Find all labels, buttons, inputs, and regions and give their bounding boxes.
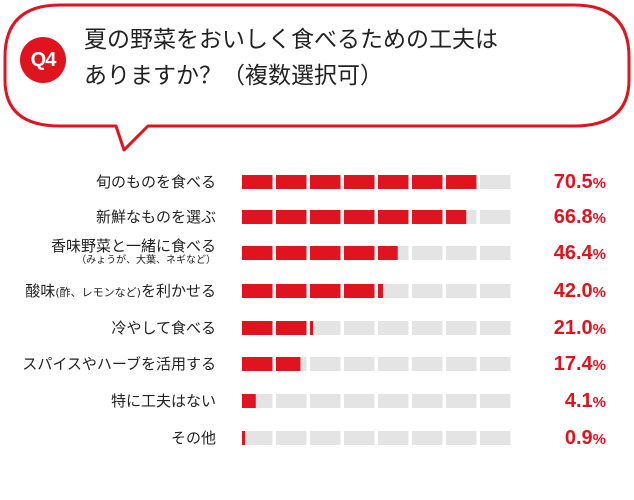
category-label: 香味野菜と一緒に食べる （みょうが、大葉、ネギなど） bbox=[50, 237, 216, 266]
value-label: 0.9% bbox=[564, 427, 606, 449]
bar-fill-segment bbox=[446, 175, 477, 189]
question-line-1: 夏の野菜をおいしく食べるための工夫は bbox=[84, 27, 498, 53]
category-label: 酸味(酢、レモンなど)を利かせる bbox=[25, 282, 216, 300]
bar-fill-segment bbox=[310, 321, 313, 335]
bar-fill-segment bbox=[446, 210, 467, 224]
bar-track-segment bbox=[412, 431, 443, 445]
bar-fill-segment bbox=[344, 175, 375, 189]
bar-track-segment bbox=[412, 246, 443, 260]
bar-track-segment bbox=[310, 394, 341, 408]
bar-track-segment bbox=[480, 321, 511, 335]
bar-track-segment bbox=[412, 394, 443, 408]
bar-fill-segment bbox=[242, 210, 273, 224]
value-label: 17.4% bbox=[553, 353, 606, 375]
speech-bubble-outline bbox=[3, 3, 631, 152]
bar-track-segment bbox=[242, 431, 273, 445]
value-label: 21.0% bbox=[553, 317, 606, 339]
value-label: 46.4% bbox=[553, 242, 606, 264]
bar-track-segment bbox=[310, 357, 341, 371]
value-label: 66.8% bbox=[553, 206, 606, 228]
bar-fill-segment bbox=[276, 357, 301, 371]
bar-track-segment bbox=[480, 431, 511, 445]
bar-fill-segment bbox=[412, 175, 443, 189]
bar-fill-segment bbox=[310, 210, 341, 224]
bar-track-segment bbox=[378, 357, 409, 371]
value-label: 4.1% bbox=[564, 390, 606, 412]
bar-track-segment bbox=[378, 321, 409, 335]
category-label: 旬のものを食べる bbox=[95, 173, 216, 191]
bar-fill-segment bbox=[412, 210, 443, 224]
bar-fill-segment bbox=[276, 321, 307, 335]
bar-track-segment bbox=[276, 394, 307, 408]
bar-fill-segment bbox=[242, 246, 273, 260]
bar-fill-segment bbox=[276, 246, 307, 260]
value-label: 70.5% bbox=[553, 171, 606, 193]
bar-fill-segment bbox=[242, 284, 273, 298]
category-label: その他 bbox=[170, 429, 216, 447]
bar-fill-segment bbox=[276, 284, 307, 298]
bar-track-segment bbox=[480, 246, 511, 260]
bar-track-segment bbox=[310, 431, 341, 445]
value-label: 42.0% bbox=[553, 280, 606, 302]
bar-track-segment bbox=[480, 284, 511, 298]
bar-track-segment bbox=[446, 321, 477, 335]
bar-track-segment bbox=[480, 175, 511, 189]
bars-svg bbox=[242, 175, 511, 445]
bar-fill-segment bbox=[344, 284, 375, 298]
bar-chart: 旬のものを食べる 70.5% 新鮮なものを選ぶ 66.8% 香味野菜と一緒に食べる （みょ… bbox=[0, 160, 634, 484]
bar-track-segment bbox=[412, 321, 443, 335]
bar-track-segment bbox=[446, 431, 477, 445]
bar-track-segment bbox=[310, 321, 341, 335]
question-line-2: ありますか？（複数選択可） bbox=[84, 63, 383, 89]
bar-track-segment bbox=[344, 321, 375, 335]
bar-track-segment bbox=[276, 431, 307, 445]
category-label: 冷やして食べる bbox=[111, 319, 216, 337]
bar-fill-segment bbox=[310, 246, 341, 260]
bar-fill-segment bbox=[378, 246, 398, 260]
bar-fill-segment bbox=[310, 284, 341, 298]
bar-fill-segment bbox=[378, 175, 409, 189]
bar-fill-segment bbox=[344, 246, 375, 260]
bar-fill-segment bbox=[242, 175, 273, 189]
bar-track-segment bbox=[378, 284, 409, 298]
bar-track-segment bbox=[480, 357, 511, 371]
bar-fill-segment bbox=[344, 210, 375, 224]
bar-fill-segment bbox=[242, 357, 273, 371]
bar-track-segment bbox=[344, 394, 375, 408]
bar-fill-segment bbox=[310, 175, 341, 189]
question-number-badge: Q4 bbox=[20, 37, 66, 83]
bar-track-segment bbox=[446, 357, 477, 371]
category-sublabel: （みょうが、大葉、ネギなど） bbox=[76, 255, 216, 266]
bar-track-segment bbox=[446, 284, 477, 298]
bar-track-segment bbox=[378, 431, 409, 445]
bar-track-segment bbox=[412, 357, 443, 371]
question-bubble bbox=[3, 3, 631, 152]
bar-track-segment bbox=[412, 284, 443, 298]
category-label: 新鮮なものを選ぶ bbox=[95, 208, 216, 226]
bar-fill-segment bbox=[242, 321, 273, 335]
bar-track-segment bbox=[378, 394, 409, 408]
bar-track-segment bbox=[446, 246, 477, 260]
bar-track-segment bbox=[480, 210, 511, 224]
bar-fill-segment bbox=[242, 431, 246, 445]
question-text: 夏の野菜をおいしく食べるための工夫は ありますか？（複数選択可） bbox=[84, 22, 604, 94]
bar-fill-segment bbox=[276, 175, 307, 189]
bar-fill-segment bbox=[378, 210, 409, 224]
bar-track-segment bbox=[344, 357, 375, 371]
bar-fill-segment bbox=[378, 284, 383, 298]
bar-track-segment bbox=[344, 431, 375, 445]
bar-fill-segment bbox=[276, 210, 307, 224]
category-label: スパイスやハーブを活用する bbox=[22, 355, 216, 373]
bar-track-segment bbox=[480, 394, 511, 408]
bar-track-segment bbox=[446, 394, 477, 408]
category-label: 特に工夫はない bbox=[110, 392, 216, 410]
bar-fill-segment bbox=[242, 394, 256, 408]
